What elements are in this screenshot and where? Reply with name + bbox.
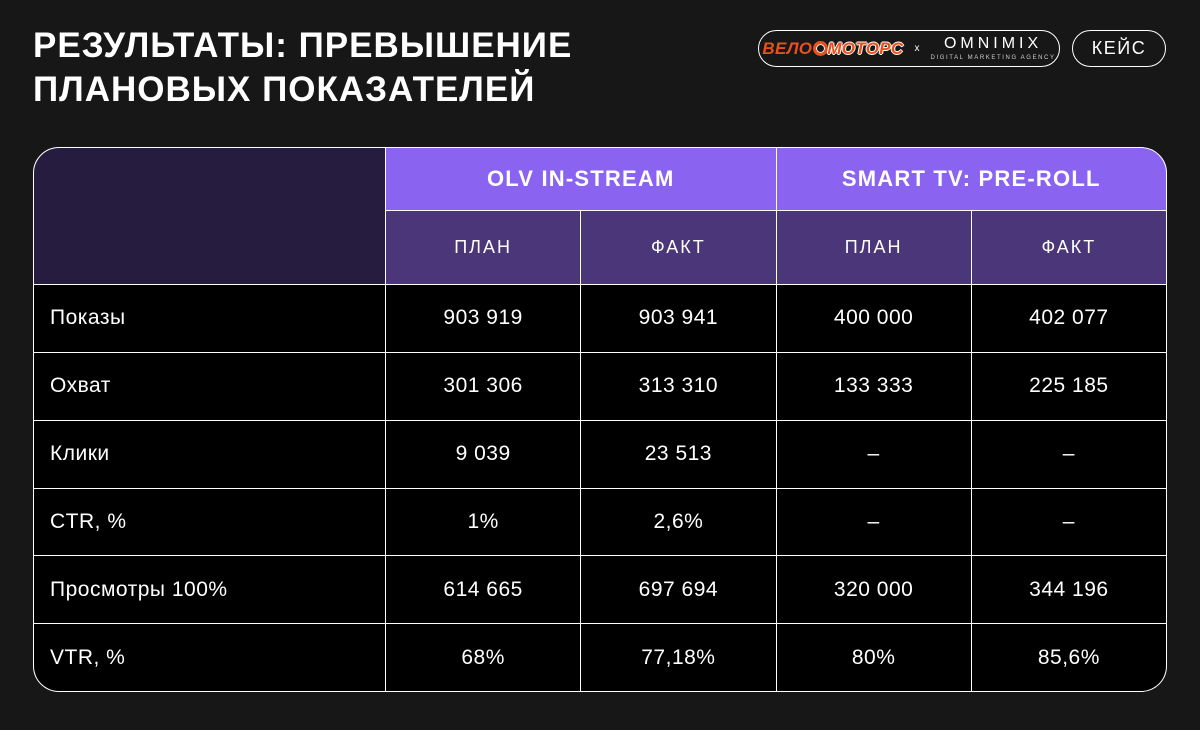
results-table: OLV IN-STREAM SMART TV: PRE-ROLL ПЛАН ФА… xyxy=(33,147,1167,692)
omnimix-subtitle: DIGITAL MARKETING AGENCY xyxy=(930,55,1056,61)
velomotors-logo: ВЕЛО МОТОРС xyxy=(762,39,903,59)
velomotors-motors-text: МОТОРС xyxy=(827,38,904,58)
row-label-vtr: VTR, % xyxy=(34,624,385,691)
omnimix-name: OMNIMIX xyxy=(943,35,1043,52)
page-title-line-1: РЕЗУЛЬТАТЫ: ПРЕВЫШЕНИЕ xyxy=(33,26,573,65)
column-group-olv-instream: OLV IN-STREAM xyxy=(386,148,776,210)
velomotors-velo-text: ВЕЛО xyxy=(762,38,813,58)
row-label-clicks: Клики xyxy=(34,420,385,488)
row-label-reach: Охват xyxy=(34,352,385,420)
case-badge-label: КЕЙС xyxy=(1091,38,1147,58)
cell-ctr-olv-plan: 1% xyxy=(386,488,581,556)
cell-reach-smart-plan: 133 333 xyxy=(776,352,971,420)
cell-impressions-smart-plan: 400 000 xyxy=(776,285,971,352)
cell-reach-olv-fact: 313 310 xyxy=(581,352,776,420)
cell-clicks-olv-fact: 23 513 xyxy=(581,420,776,488)
velomotors-ring-icon xyxy=(813,41,829,56)
cell-vtr-olv-plan: 68% xyxy=(386,624,581,691)
page-title: РЕЗУЛЬТАТЫ: ПРЕВЫШЕНИЕ ПЛАНОВЫХ ПОКАЗАТЕ… xyxy=(33,24,572,112)
cell-views100-smart-fact: 344 196 xyxy=(971,556,1166,624)
subheader-olv-fact: ФАКТ xyxy=(581,211,776,284)
subheader-olv-plan: ПЛАН xyxy=(386,211,581,284)
row-label-ctr: CTR, % xyxy=(34,488,385,556)
cell-vtr-smart-fact: 85,6% xyxy=(971,624,1166,691)
cell-vtr-smart-plan: 80% xyxy=(776,624,971,691)
cell-ctr-smart-fact: – xyxy=(971,488,1166,556)
omnimix-logo: OMNIMIX DIGITAL MARKETING AGENCY xyxy=(930,35,1056,62)
brand-multiply-sign: x xyxy=(914,43,920,54)
cell-impressions-olv-fact: 903 941 xyxy=(581,285,776,352)
cell-clicks-smart-fact: – xyxy=(971,420,1166,488)
cell-reach-olv-plan: 301 306 xyxy=(386,352,581,420)
case-badge: КЕЙС xyxy=(1072,30,1166,67)
cell-clicks-olv-plan: 9 039 xyxy=(386,420,581,488)
cell-impressions-smart-fact: 402 077 xyxy=(971,285,1166,352)
cell-views100-smart-plan: 320 000 xyxy=(776,556,971,624)
row-label-impressions: Показы xyxy=(34,285,385,352)
cell-ctr-olv-fact: 2,6% xyxy=(581,488,776,556)
brand-badge: ВЕЛО МОТОРС x OMNIMIX DIGITAL MARKETING … xyxy=(758,30,1060,67)
cell-clicks-smart-plan: – xyxy=(776,420,971,488)
cell-views100-olv-fact: 697 694 xyxy=(581,556,776,624)
cell-ctr-smart-plan: – xyxy=(776,488,971,556)
cell-vtr-olv-fact: 77,18% xyxy=(581,624,776,691)
cell-reach-smart-fact: 225 185 xyxy=(971,352,1166,420)
cell-views100-olv-plan: 614 665 xyxy=(386,556,581,624)
subheader-smart-plan: ПЛАН xyxy=(776,211,971,284)
row-label-views100: Просмотры 100% xyxy=(34,556,385,624)
page-title-line-2: ПЛАНОВЫХ ПОКАЗАТЕЛЕЙ xyxy=(33,70,536,109)
cell-impressions-olv-plan: 903 919 xyxy=(386,285,581,352)
table-corner-cell xyxy=(34,148,385,284)
subheader-smart-fact: ФАКТ xyxy=(971,211,1166,284)
column-group-smarttv-preroll: SMART TV: PRE-ROLL xyxy=(776,148,1166,210)
